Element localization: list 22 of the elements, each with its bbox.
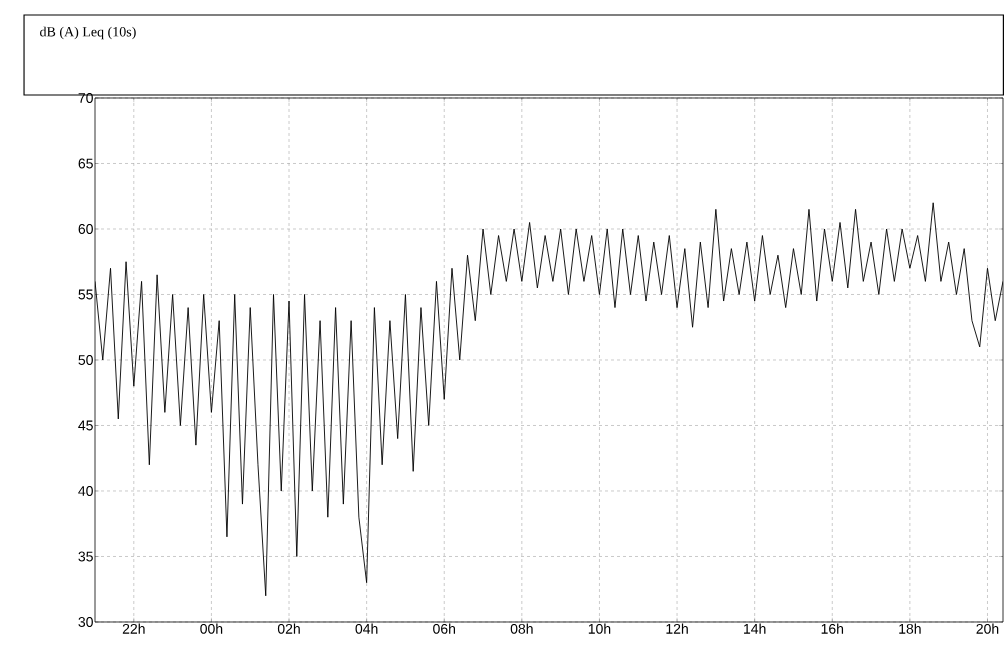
y-tick-label: 40 (78, 486, 93, 496)
x-tick-label: 04h (355, 623, 378, 634)
y-tick-label: 45 (78, 420, 93, 431)
chart-title: dB (A) Leq (10s) (40, 26, 136, 40)
x-tick-label: 12h (666, 623, 688, 634)
x-tick-label: 08h (510, 623, 533, 634)
x-tick-label: 02h (277, 623, 300, 634)
y-tick-label: 65 (78, 158, 93, 169)
y-tick-label: 55 (78, 289, 93, 300)
x-tick-label: 06h (433, 623, 456, 634)
x-tick-label: 22h (122, 623, 145, 634)
x-tick-label: 00h (200, 623, 223, 634)
y-tick-label: 50 (78, 355, 93, 365)
y-tick-label: 60 (78, 224, 93, 234)
y-tick-label: 70 (78, 93, 93, 103)
x-tick-label: 20h (976, 623, 999, 634)
x-tick-label: 14h (744, 623, 766, 634)
y-tick-label: 30 (78, 617, 93, 627)
x-tick-label: 18h (899, 623, 921, 634)
x-tick-label: 16h (821, 623, 844, 634)
y-tick-label: 35 (78, 551, 93, 562)
x-tick-label: 10h (588, 623, 611, 634)
